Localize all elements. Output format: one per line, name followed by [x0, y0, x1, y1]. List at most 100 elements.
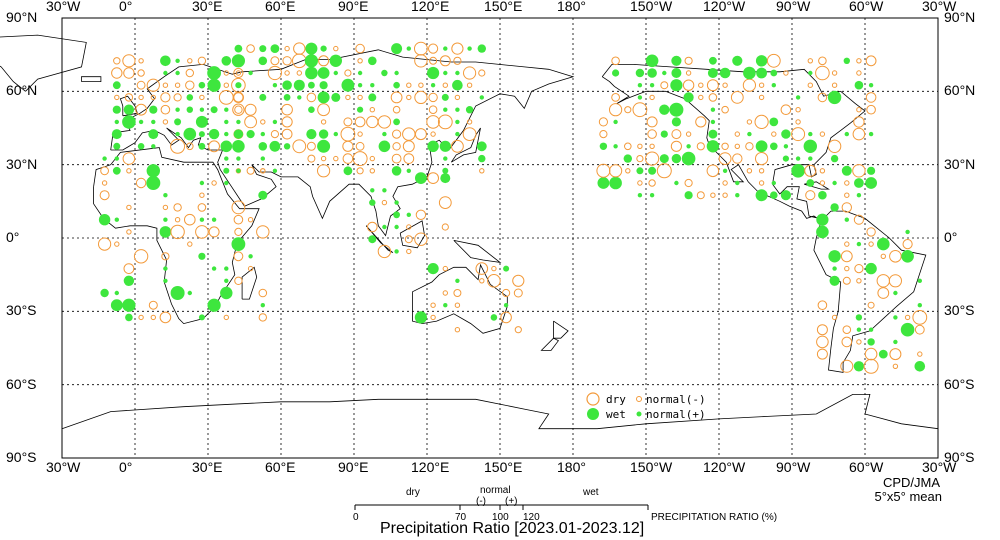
- station-marker-normal-plus: [394, 200, 399, 205]
- station-marker-normal-minus: [114, 94, 120, 101]
- station-marker-wet: [671, 55, 682, 66]
- station-marker-normal-plus: [917, 278, 922, 283]
- station-marker-dry: [463, 66, 477, 80]
- station-marker-dry: [185, 80, 195, 90]
- station-marker-normal-minus: [162, 119, 169, 125]
- legend-normal-plus-symbol: [636, 411, 642, 417]
- legend-wet-symbol: [587, 408, 599, 420]
- station-marker-dry: [877, 287, 890, 299]
- lon-bottom-label-2: 30°E: [192, 459, 223, 475]
- coastline-9: [453, 240, 502, 264]
- station-marker-wet: [867, 338, 875, 346]
- station-marker-wet: [186, 94, 194, 101]
- station-marker-dry: [160, 104, 171, 115]
- station-marker-dry: [817, 300, 828, 311]
- station-marker-normal-minus: [685, 131, 692, 137]
- station-marker-normal-plus: [187, 290, 192, 296]
- station-marker-wet: [137, 143, 145, 150]
- station-marker-wet: [368, 235, 377, 244]
- station-marker-normal-plus: [674, 180, 679, 186]
- station-marker-dry: [755, 152, 769, 166]
- station-marker-normal-minus: [904, 314, 911, 321]
- station-marker-wet: [112, 81, 121, 90]
- station-marker-normal-minus: [138, 314, 144, 321]
- station-marker-dry: [137, 69, 145, 77]
- lat-left-label-0: 90°N: [6, 9, 38, 25]
- station-marker-normal-minus: [296, 70, 302, 76]
- station-marker-wet: [612, 69, 620, 77]
- station-marker-normal-minus: [223, 82, 230, 88]
- lat-left-label-5: 60°S: [6, 375, 37, 392]
- station-marker-wet: [707, 68, 718, 78]
- station-marker-dry: [842, 276, 851, 285]
- station-marker-dry: [817, 92, 828, 103]
- station-marker-normal-plus: [224, 278, 229, 283]
- station-marker-normal-minus: [211, 180, 217, 186]
- station-marker-normal-minus: [333, 155, 339, 162]
- station-marker-dry: [696, 191, 705, 200]
- station-marker-normal-plus: [382, 131, 387, 137]
- station-marker-dry: [682, 79, 695, 91]
- station-marker-dry: [197, 203, 207, 212]
- station-marker-wet: [111, 129, 122, 140]
- station-marker-normal-plus: [455, 131, 460, 137]
- station-marker-wet: [441, 93, 449, 101]
- station-marker-normal-plus: [710, 119, 716, 125]
- station-marker-dry: [122, 54, 136, 68]
- station-marker-wet: [867, 166, 876, 175]
- lat-right-label-1: 60°N: [944, 82, 976, 99]
- station-marker-normal-plus: [479, 95, 484, 100]
- station-marker-dry: [135, 103, 148, 116]
- station-marker-dry: [864, 347, 878, 361]
- station-marker-dry: [428, 43, 439, 54]
- station-marker-dry: [246, 44, 255, 53]
- station-marker-normal-minus: [819, 180, 826, 186]
- station-marker-dry: [135, 177, 147, 189]
- station-marker-wet: [195, 115, 208, 128]
- station-marker-wet: [317, 91, 330, 104]
- station-marker-dry: [816, 348, 828, 360]
- station-marker-normal-plus: [905, 229, 910, 235]
- station-marker-normal-minus: [114, 241, 120, 247]
- station-marker-normal-minus: [162, 204, 169, 211]
- station-marker-dry: [840, 250, 853, 263]
- station-marker-normal-minus: [406, 224, 412, 230]
- station-marker-wet: [318, 129, 329, 139]
- station-marker-normal-minus: [856, 70, 862, 76]
- station-marker-dry: [609, 103, 623, 117]
- legend-normal-minus-label: normal(-): [646, 393, 706, 406]
- lon-bottom-label-3: 60°E: [265, 459, 296, 475]
- station-marker-normal-plus: [637, 193, 643, 198]
- station-marker-dry: [355, 43, 365, 54]
- station-marker-normal-plus: [430, 83, 436, 88]
- station-marker-normal-minus: [868, 241, 874, 247]
- station-marker-normal-plus: [443, 156, 448, 161]
- station-marker-normal-minus: [345, 94, 351, 101]
- station-marker-normal-plus: [443, 70, 448, 76]
- station-marker-normal-plus: [808, 131, 813, 137]
- station-marker-normal-minus: [138, 58, 144, 64]
- station-marker-dry: [231, 77, 246, 93]
- station-marker-normal-minus: [174, 82, 181, 88]
- station-marker-normal-minus: [758, 82, 765, 88]
- station-marker-normal-minus: [101, 180, 108, 186]
- lon-top-label-12: 30°W: [922, 0, 957, 14]
- station-marker-wet: [283, 94, 291, 101]
- lon-top-label-4: 90°E: [338, 0, 369, 14]
- station-marker-wet: [743, 66, 756, 80]
- station-marker-normal-minus: [406, 248, 412, 255]
- station-marker-wet: [490, 314, 498, 321]
- station-marker-normal-plus: [856, 241, 862, 247]
- station-marker-wet: [232, 140, 245, 153]
- station-marker-wet: [442, 167, 449, 174]
- station-marker-dry: [609, 164, 623, 178]
- station-marker-dry: [123, 67, 135, 79]
- station-marker-normal-plus: [260, 131, 265, 137]
- station-marker-normal-minus: [466, 119, 473, 125]
- station-marker-normal-minus: [795, 119, 801, 125]
- station-marker-wet: [806, 179, 815, 187]
- station-marker-dry: [441, 223, 449, 231]
- station-marker-wet: [755, 189, 768, 202]
- station-marker-dry: [148, 300, 158, 310]
- station-marker-wet: [708, 129, 718, 139]
